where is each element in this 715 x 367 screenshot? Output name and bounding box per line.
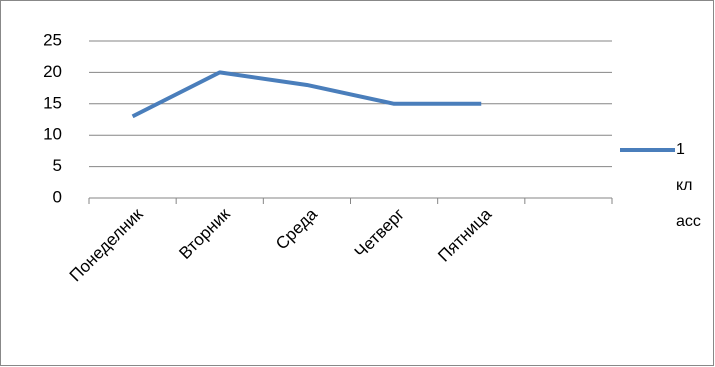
y-tick-label: 5 bbox=[53, 156, 62, 175]
y-tick-label: 0 bbox=[53, 187, 62, 206]
y-tick-label: 10 bbox=[43, 125, 62, 144]
y-tick-label: 15 bbox=[43, 93, 62, 112]
data-line bbox=[131, 70, 482, 119]
y-tick-label: 20 bbox=[43, 62, 62, 81]
y-tick-label: 25 bbox=[43, 30, 62, 49]
legend-label: 1 класс bbox=[676, 141, 701, 230]
